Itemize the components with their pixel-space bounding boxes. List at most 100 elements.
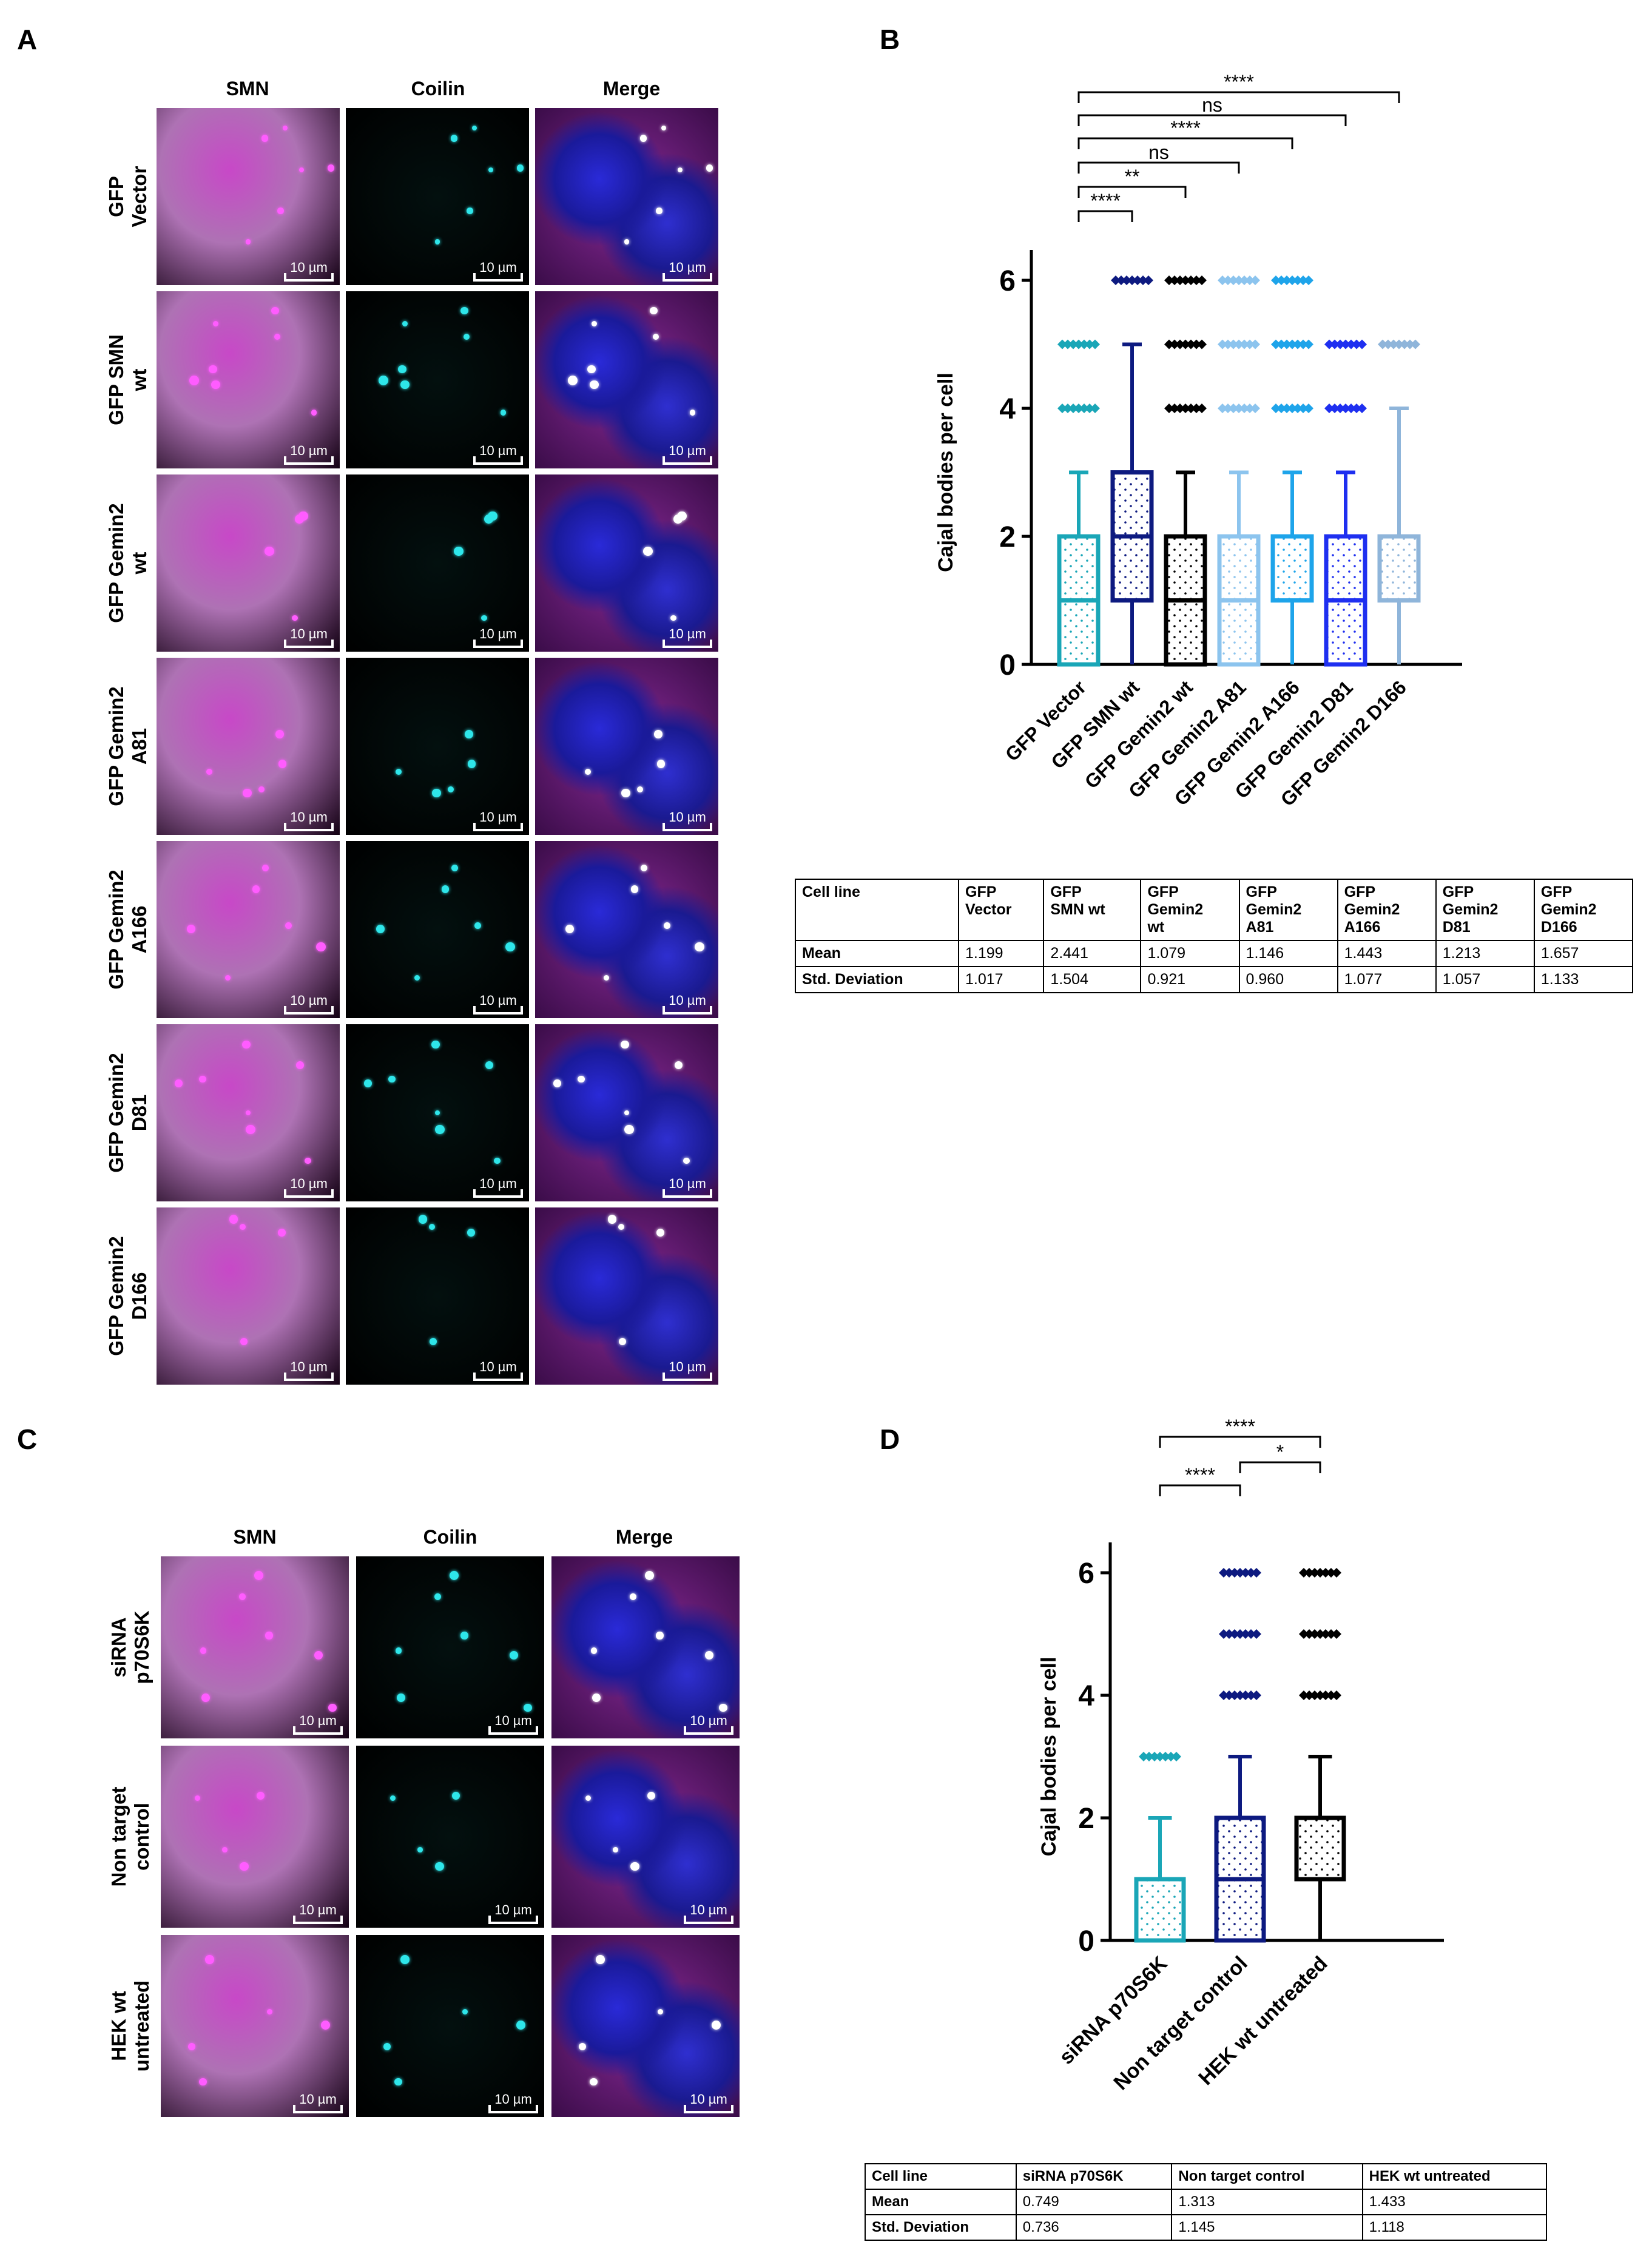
nuclear-body-dot <box>654 730 662 738</box>
outlier-points <box>1164 339 1207 349</box>
nuclear-body-dot <box>643 546 653 556</box>
significance-bracket <box>1077 137 1293 149</box>
nuclear-body-dot <box>607 1215 617 1224</box>
nuclear-body-dot <box>467 760 476 768</box>
nuclear-body-dot <box>647 1792 656 1800</box>
nuclear-body-dot <box>239 1593 246 1600</box>
nuclear-body-dot <box>305 1157 311 1164</box>
table-cell: 1.146 <box>1238 940 1338 967</box>
nuclear-body-dot <box>624 1124 634 1135</box>
nuclear-body-dot <box>636 786 644 792</box>
nuclear-body-dot <box>395 768 402 775</box>
scale-bar-label: 10 µm <box>479 1176 517 1191</box>
nuclear-body-dot <box>673 514 683 524</box>
smn-micrograph: 10 µm <box>157 841 340 1018</box>
panel-label-b: B <box>880 24 900 55</box>
nuclear-body-dot <box>661 126 666 131</box>
scale-bar-label: 10 µm <box>669 443 706 458</box>
nuclear-body-dot <box>471 126 477 131</box>
outlier-points <box>1219 1568 1261 1578</box>
scale-bar: 10 µm <box>662 809 712 831</box>
coilin-micrograph: 10 µm <box>356 1935 544 2117</box>
nuclear-body-dot <box>434 1593 441 1600</box>
significance-label: **** <box>1225 1416 1255 1437</box>
nuclear-body-dot <box>592 320 598 326</box>
merge-micrograph: 10 µm <box>551 1556 740 1738</box>
scale-bar: 10 µm <box>662 626 712 648</box>
table-header-cell: GFP Vector <box>958 879 1045 941</box>
y-axis-label: Cajal bodies per cell <box>1037 1657 1060 1857</box>
table-cell: 1.077 <box>1337 966 1437 993</box>
y-tick-label: 2 <box>1078 1803 1094 1835</box>
scale-bar-label: 10 µm <box>690 1902 727 1917</box>
scale-bar-label: 10 µm <box>290 809 328 825</box>
scale-bar: 10 µm <box>684 1902 733 1924</box>
channel-header-merge: Merge <box>602 78 661 100</box>
table-row: Std. Deviation 1.017 1.504 0.921 0.960 1.077 1… <box>794 966 1634 993</box>
table-header-cell: HEK wt untreated <box>1361 2163 1548 2190</box>
scale-bar: 10 µm <box>662 1359 712 1381</box>
scale-bar-label: 10 µm <box>290 993 328 1008</box>
scale-bar: 10 µm <box>473 443 523 465</box>
table-header-cell: Non target control <box>1171 2163 1363 2190</box>
box <box>1270 534 1314 603</box>
row-label: HEK wt untreated <box>107 1935 162 2117</box>
nuclear-body-dot <box>200 1647 207 1654</box>
table-header-cell: Cell line <box>865 2163 1017 2190</box>
nuclear-body-dot <box>621 1040 629 1049</box>
nuclear-body-dot <box>435 1124 445 1135</box>
nuclear-body-dot <box>630 885 639 893</box>
outlier-points <box>1219 1690 1261 1700</box>
nuclear-body-dot <box>198 2078 207 2086</box>
nuclear-body-dot <box>261 864 269 871</box>
nuclear-body-dot <box>509 1651 518 1660</box>
nuclear-body-dot <box>292 615 298 621</box>
nuclear-body-dot <box>211 380 220 390</box>
table-cell: 1.133 <box>1533 966 1634 993</box>
outlier-points <box>1218 339 1260 349</box>
scale-bar: 10 µm <box>473 260 523 282</box>
nuclear-body-dot <box>316 942 326 952</box>
table-cell: 0.749 <box>1015 2189 1173 2215</box>
coilin-micrograph: 10 µm <box>356 1556 544 1738</box>
outlier-points <box>1299 1690 1341 1700</box>
table-cell: 1.057 <box>1435 966 1535 993</box>
nuclear-body-dot <box>618 1223 624 1231</box>
row-label: Non target control <box>107 1746 162 1928</box>
nuclear-body-dot <box>256 1792 265 1800</box>
scale-bar-label: 10 µm <box>669 1176 706 1191</box>
table-cell: 1.443 <box>1337 940 1437 967</box>
row-label-line: untreated <box>130 1980 153 2072</box>
category-label: Non target control <box>1109 1952 1252 2095</box>
box <box>1377 534 1421 603</box>
nuclear-body-dot <box>418 1215 428 1224</box>
nuclear-body-dot <box>624 1110 630 1116</box>
outlier-points <box>1271 275 1313 285</box>
outlier-points <box>1219 1629 1261 1639</box>
table-cell: 1.213 <box>1435 940 1535 967</box>
nuclear-body-dot <box>246 1124 255 1135</box>
nuclear-body-dot <box>484 514 494 524</box>
table-cell: 0.960 <box>1238 966 1338 993</box>
box <box>1294 1815 1346 1882</box>
scale-bar: 10 µm <box>293 2092 343 2113</box>
scale-bar: 10 µm <box>284 1176 334 1198</box>
nuclear-body-dot <box>277 208 284 214</box>
merge-micrograph: 10 µm <box>535 841 718 1018</box>
nuclear-body-dot <box>464 334 470 340</box>
outlier-points <box>1271 339 1313 349</box>
scale-bar: 10 µm <box>284 443 334 465</box>
scale-bar-label: 10 µm <box>299 2092 337 2107</box>
nuclear-body-dot <box>589 2078 598 2086</box>
panel-label-c: C <box>17 1423 38 1455</box>
outlier-points <box>1378 339 1420 349</box>
nuclear-body-dot <box>400 380 410 390</box>
y-tick-label: 6 <box>1078 1558 1094 1590</box>
smn-micrograph: 10 µm <box>157 108 340 285</box>
table-row: Std. Deviation 0.736 1.145 1.118 <box>865 2214 1548 2241</box>
outlier-points <box>1271 404 1313 413</box>
row-label-line: A81 <box>128 728 150 765</box>
nuclear-body-dot <box>683 1157 690 1164</box>
outlier-points <box>1164 275 1207 285</box>
nuclear-body-dot <box>618 1338 627 1346</box>
